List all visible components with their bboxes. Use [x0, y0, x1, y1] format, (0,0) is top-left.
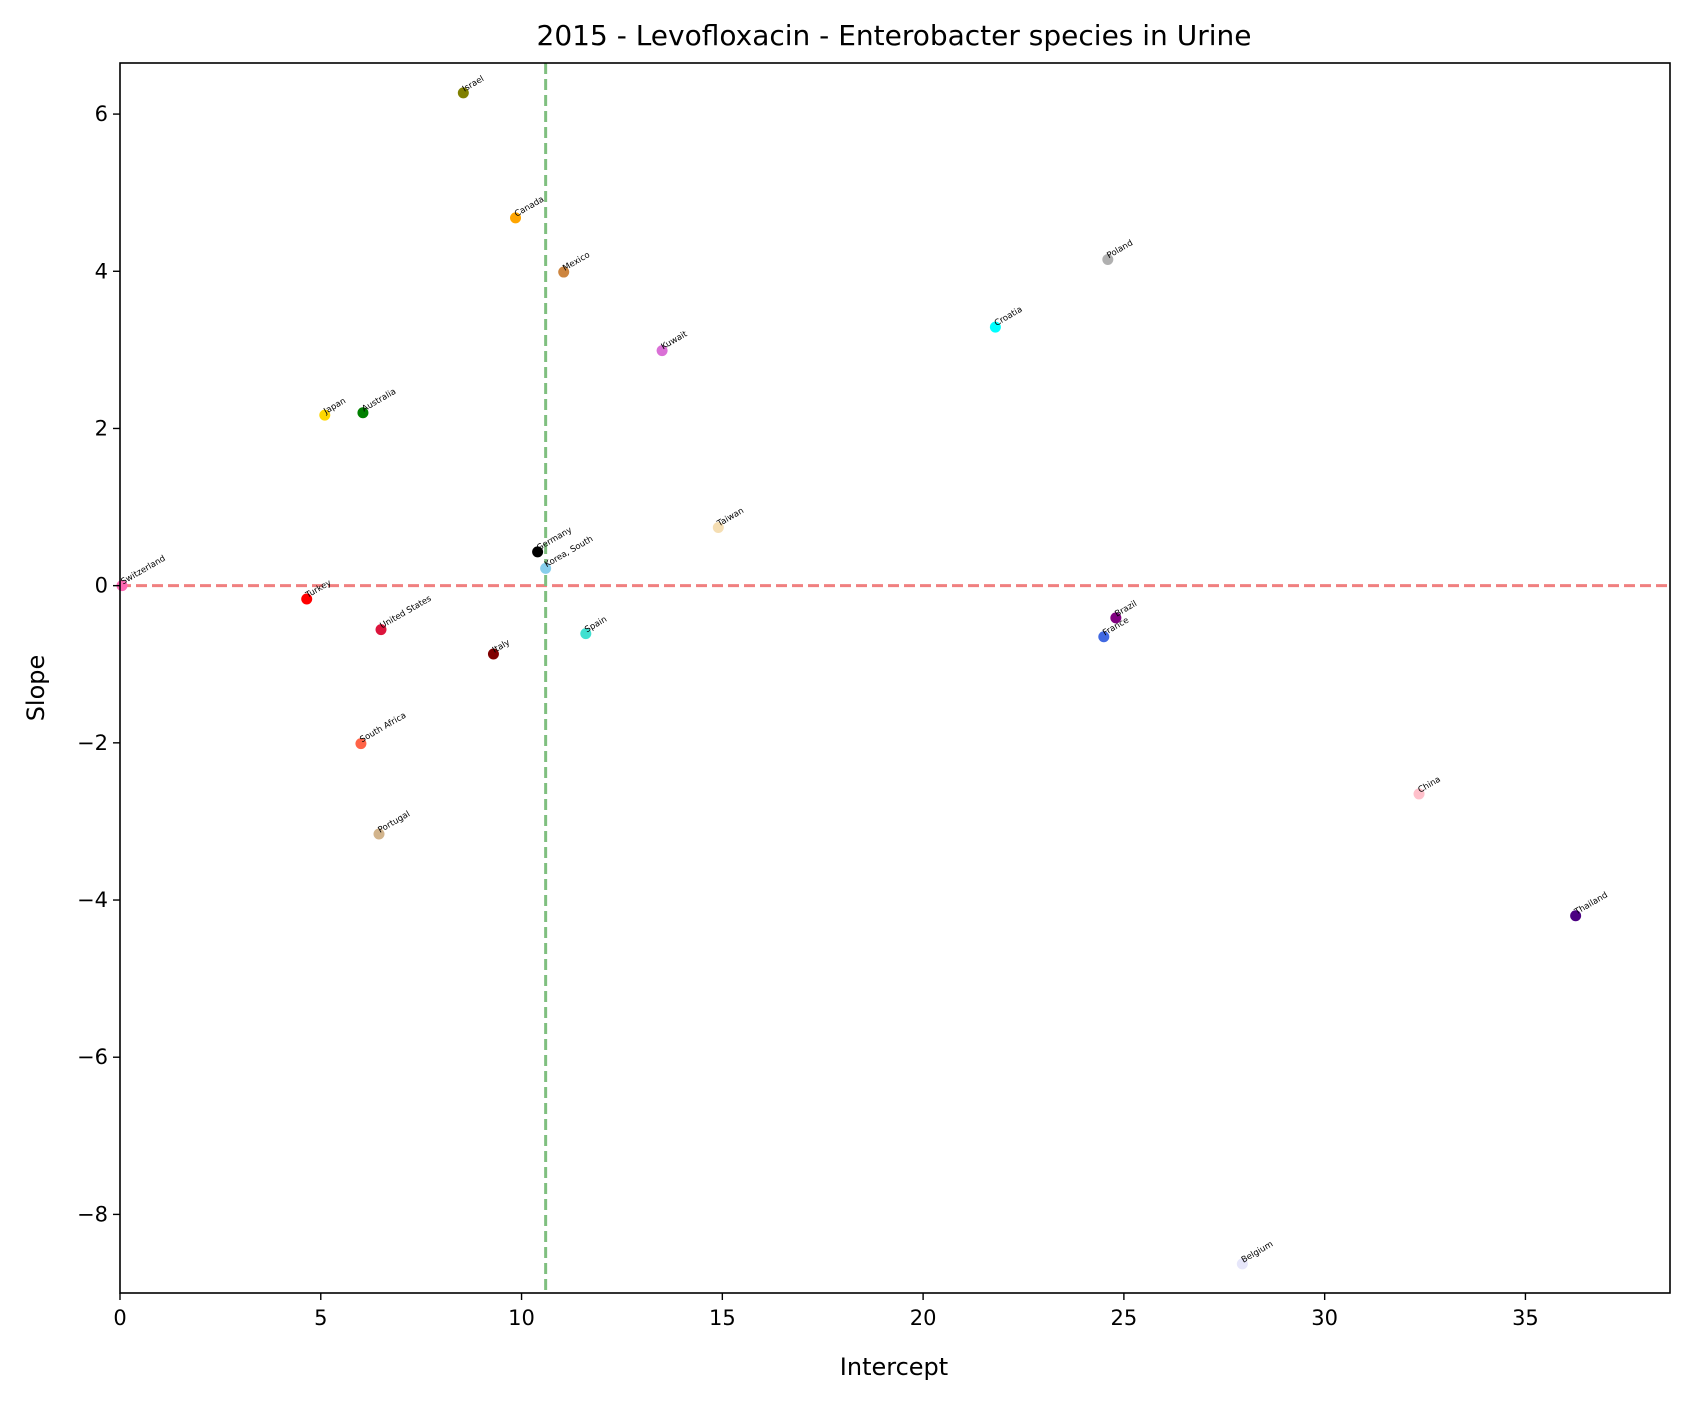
plot-frame: [119, 62, 1671, 1294]
point-spain: [580, 628, 592, 640]
x-tick-label: 10: [508, 1306, 535, 1330]
x-tick-label: 20: [910, 1306, 937, 1330]
point-label-poland: Poland: [1105, 238, 1135, 261]
point-croatia: [989, 321, 1001, 333]
point-label-south-africa: South Africa: [358, 711, 408, 745]
point-brazil: [1110, 612, 1122, 624]
point-portugal: [373, 828, 385, 840]
y-tick-label: 0: [95, 574, 108, 598]
plot-area: Israel Canada Mexico Poland Croatia Kuwait Jap…: [77, 62, 1671, 1330]
x-tick-label: 5: [314, 1306, 327, 1330]
point-label-italy: Italy: [491, 638, 512, 656]
point-south-africa: [355, 738, 367, 750]
x-tick-label: 35: [1512, 1306, 1539, 1330]
y-tick-label: 4: [95, 259, 108, 283]
point-label-switzerland: Switzerland: [120, 554, 168, 587]
x-tick-label: 0: [113, 1306, 126, 1330]
point-france: [1098, 631, 1110, 643]
point-kuwait: [656, 345, 668, 357]
point-label-portugal: Portugal: [377, 809, 413, 835]
point-canada: [510, 212, 522, 224]
point-australia: [357, 407, 369, 419]
point-label-canada: Canada: [513, 195, 546, 220]
x-tick-label: 15: [709, 1306, 736, 1330]
point-taiwan: [712, 521, 724, 533]
x-axis-label: Intercept: [840, 1353, 948, 1381]
point-label-united-states: United States: [379, 594, 434, 632]
point-label-israel: Israel: [461, 74, 486, 94]
y-tick-label: −2: [77, 731, 108, 755]
point-label-spain: Spain: [583, 615, 609, 636]
point-belgium: [1236, 1258, 1248, 1270]
point-label-japan: Japan: [321, 396, 347, 417]
y-tick-label: 6: [95, 102, 108, 126]
point-label-kuwait: Kuwait: [660, 329, 690, 352]
point-italy: [487, 648, 499, 660]
x-tick-label: 30: [1311, 1306, 1338, 1330]
point-china: [1413, 788, 1425, 800]
chart-title: 2015 - Levofloxacin - Enterobacter speci…: [537, 19, 1252, 52]
point-israel: [457, 87, 469, 99]
x-tick-label: 25: [1111, 1306, 1138, 1330]
point-mexico: [558, 266, 570, 278]
point-label-taiwan: Taiwan: [715, 506, 746, 530]
point-japan: [319, 409, 331, 421]
point-label-thailand: Thailand: [1572, 890, 1609, 917]
point-label-australia: Australia: [360, 387, 398, 414]
y-tick-label: −4: [77, 888, 108, 912]
point-label-turkey: Turkey: [303, 578, 333, 601]
point-united-states: [375, 624, 387, 636]
point-label-croatia: Croatia: [993, 305, 1024, 329]
y-axis-label: Slope: [22, 655, 50, 722]
point-germany: [532, 546, 544, 558]
point-turkey: [301, 593, 313, 605]
point-label-china: China: [1417, 775, 1443, 796]
point-thailand: [1570, 910, 1582, 922]
y-tick-label: −6: [77, 1045, 108, 1069]
point-poland: [1102, 253, 1114, 265]
point-label-belgium: Belgium: [1240, 1239, 1275, 1265]
y-tick-label: 2: [95, 416, 108, 440]
y-tick-label: −8: [77, 1202, 108, 1226]
point-korea-south: [540, 562, 552, 574]
point-label-mexico: Mexico: [561, 250, 592, 274]
